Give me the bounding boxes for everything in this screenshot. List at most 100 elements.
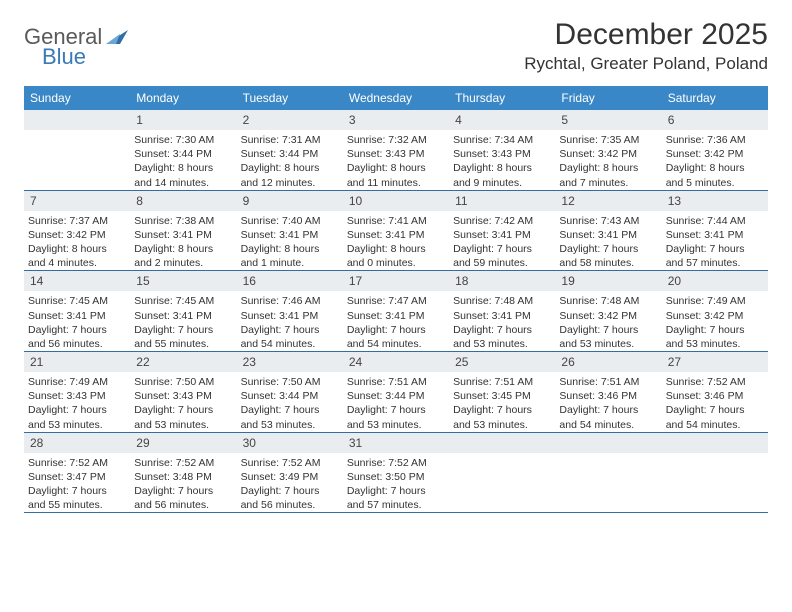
day-details: Sunrise: 7:50 AMSunset: 3:44 PMDaylight:… <box>237 372 343 432</box>
day-details: Sunrise: 7:44 AMSunset: 3:41 PMDaylight:… <box>662 211 768 271</box>
day-details: Sunrise: 7:52 AMSunset: 3:50 PMDaylight:… <box>343 453 449 513</box>
daynum-cell: 6 <box>662 110 768 130</box>
day-cell: Sunrise: 7:32 AMSunset: 3:43 PMDaylight:… <box>343 130 449 190</box>
day-details: Sunrise: 7:47 AMSunset: 3:41 PMDaylight:… <box>343 291 449 351</box>
day-cell: Sunrise: 7:37 AMSunset: 3:42 PMDaylight:… <box>24 211 130 271</box>
day-details: Sunrise: 7:34 AMSunset: 3:43 PMDaylight:… <box>449 130 555 190</box>
day-cell: Sunrise: 7:31 AMSunset: 3:44 PMDaylight:… <box>237 130 343 190</box>
day-cell: Sunrise: 7:50 AMSunset: 3:44 PMDaylight:… <box>237 372 343 432</box>
day-details: Sunrise: 7:35 AMSunset: 3:42 PMDaylight:… <box>555 130 661 190</box>
logo-text-blue: Blue <box>42 44 86 70</box>
day-cell: Sunrise: 7:45 AMSunset: 3:41 PMDaylight:… <box>24 291 130 351</box>
day-number: 17 <box>343 271 449 291</box>
day-details: Sunrise: 7:48 AMSunset: 3:41 PMDaylight:… <box>449 291 555 351</box>
daynum-cell: 8 <box>130 191 236 211</box>
daynum-cell: 16 <box>237 271 343 291</box>
day-cell: Sunrise: 7:51 AMSunset: 3:46 PMDaylight:… <box>555 372 661 432</box>
day-number: 11 <box>449 191 555 211</box>
day-details: Sunrise: 7:40 AMSunset: 3:41 PMDaylight:… <box>237 211 343 271</box>
day-details: Sunrise: 7:45 AMSunset: 3:41 PMDaylight:… <box>24 291 130 351</box>
calendar-table: SundayMondayTuesdayWednesdayThursdayFrid… <box>24 86 768 513</box>
day-details: Sunrise: 7:36 AMSunset: 3:42 PMDaylight:… <box>662 130 768 190</box>
day-cell <box>662 453 768 513</box>
daynum-cell: 26 <box>555 352 661 372</box>
day-cell: Sunrise: 7:46 AMSunset: 3:41 PMDaylight:… <box>237 291 343 351</box>
daynum-cell <box>662 433 768 453</box>
weekday-header: Saturday <box>662 86 768 110</box>
day-details: Sunrise: 7:51 AMSunset: 3:46 PMDaylight:… <box>555 372 661 432</box>
day-cell: Sunrise: 7:52 AMSunset: 3:46 PMDaylight:… <box>662 372 768 432</box>
separator-cell <box>24 512 768 513</box>
daynum-row: 21222324252627 <box>24 352 768 372</box>
day-cell: Sunrise: 7:50 AMSunset: 3:43 PMDaylight:… <box>130 372 236 432</box>
day-cell: Sunrise: 7:34 AMSunset: 3:43 PMDaylight:… <box>449 130 555 190</box>
daynum-cell: 23 <box>237 352 343 372</box>
day-number: 3 <box>343 110 449 130</box>
day-details: Sunrise: 7:51 AMSunset: 3:44 PMDaylight:… <box>343 372 449 432</box>
day-number: 26 <box>555 352 661 372</box>
day-number: 7 <box>24 191 130 211</box>
weekday-header: Sunday <box>24 86 130 110</box>
day-number: 24 <box>343 352 449 372</box>
weekday-header-row: SundayMondayTuesdayWednesdayThursdayFrid… <box>24 86 768 110</box>
content-row: Sunrise: 7:37 AMSunset: 3:42 PMDaylight:… <box>24 211 768 271</box>
daynum-cell: 1 <box>130 110 236 130</box>
day-cell: Sunrise: 7:51 AMSunset: 3:44 PMDaylight:… <box>343 372 449 432</box>
day-number <box>555 433 661 453</box>
day-number: 4 <box>449 110 555 130</box>
day-cell: Sunrise: 7:48 AMSunset: 3:42 PMDaylight:… <box>555 291 661 351</box>
day-details: Sunrise: 7:50 AMSunset: 3:43 PMDaylight:… <box>130 372 236 432</box>
day-details: Sunrise: 7:30 AMSunset: 3:44 PMDaylight:… <box>130 130 236 190</box>
weekday-header: Wednesday <box>343 86 449 110</box>
daynum-cell: 20 <box>662 271 768 291</box>
content-row: Sunrise: 7:45 AMSunset: 3:41 PMDaylight:… <box>24 291 768 351</box>
daynum-cell: 5 <box>555 110 661 130</box>
day-number: 8 <box>130 191 236 211</box>
day-details: Sunrise: 7:43 AMSunset: 3:41 PMDaylight:… <box>555 211 661 271</box>
weekday-header: Thursday <box>449 86 555 110</box>
daynum-row: 123456 <box>24 110 768 130</box>
day-cell: Sunrise: 7:40 AMSunset: 3:41 PMDaylight:… <box>237 211 343 271</box>
day-number: 27 <box>662 352 768 372</box>
day-details: Sunrise: 7:52 AMSunset: 3:49 PMDaylight:… <box>237 453 343 513</box>
day-cell: Sunrise: 7:51 AMSunset: 3:45 PMDaylight:… <box>449 372 555 432</box>
calendar-body: 123456Sunrise: 7:30 AMSunset: 3:44 PMDay… <box>24 110 768 513</box>
daynum-cell: 25 <box>449 352 555 372</box>
daynum-row: 14151617181920 <box>24 271 768 291</box>
daynum-cell <box>555 433 661 453</box>
day-number: 28 <box>24 433 130 453</box>
day-number: 21 <box>24 352 130 372</box>
day-number: 18 <box>449 271 555 291</box>
day-number <box>24 110 130 130</box>
day-number: 9 <box>237 191 343 211</box>
weekday-header: Monday <box>130 86 236 110</box>
day-cell: Sunrise: 7:45 AMSunset: 3:41 PMDaylight:… <box>130 291 236 351</box>
daynum-cell: 3 <box>343 110 449 130</box>
day-cell: Sunrise: 7:47 AMSunset: 3:41 PMDaylight:… <box>343 291 449 351</box>
separator-line <box>24 512 768 513</box>
day-cell: Sunrise: 7:52 AMSunset: 3:50 PMDaylight:… <box>343 453 449 513</box>
day-details: Sunrise: 7:31 AMSunset: 3:44 PMDaylight:… <box>237 130 343 190</box>
day-details: Sunrise: 7:32 AMSunset: 3:43 PMDaylight:… <box>343 130 449 190</box>
day-number: 2 <box>237 110 343 130</box>
day-number: 1 <box>130 110 236 130</box>
day-number: 16 <box>237 271 343 291</box>
daynum-cell: 18 <box>449 271 555 291</box>
weekday-header: Friday <box>555 86 661 110</box>
page-title: December 2025 <box>524 18 768 52</box>
day-number: 29 <box>130 433 236 453</box>
day-details: Sunrise: 7:52 AMSunset: 3:48 PMDaylight:… <box>130 453 236 513</box>
day-cell: Sunrise: 7:48 AMSunset: 3:41 PMDaylight:… <box>449 291 555 351</box>
day-cell: Sunrise: 7:52 AMSunset: 3:49 PMDaylight:… <box>237 453 343 513</box>
day-number: 14 <box>24 271 130 291</box>
day-cell <box>24 130 130 190</box>
day-cell: Sunrise: 7:49 AMSunset: 3:42 PMDaylight:… <box>662 291 768 351</box>
day-number: 22 <box>130 352 236 372</box>
day-cell: Sunrise: 7:49 AMSunset: 3:43 PMDaylight:… <box>24 372 130 432</box>
daynum-cell: 7 <box>24 191 130 211</box>
day-cell: Sunrise: 7:52 AMSunset: 3:47 PMDaylight:… <box>24 453 130 513</box>
day-number <box>662 433 768 453</box>
day-details: Sunrise: 7:42 AMSunset: 3:41 PMDaylight:… <box>449 211 555 271</box>
daynum-cell: 2 <box>237 110 343 130</box>
day-details: Sunrise: 7:52 AMSunset: 3:46 PMDaylight:… <box>662 372 768 432</box>
